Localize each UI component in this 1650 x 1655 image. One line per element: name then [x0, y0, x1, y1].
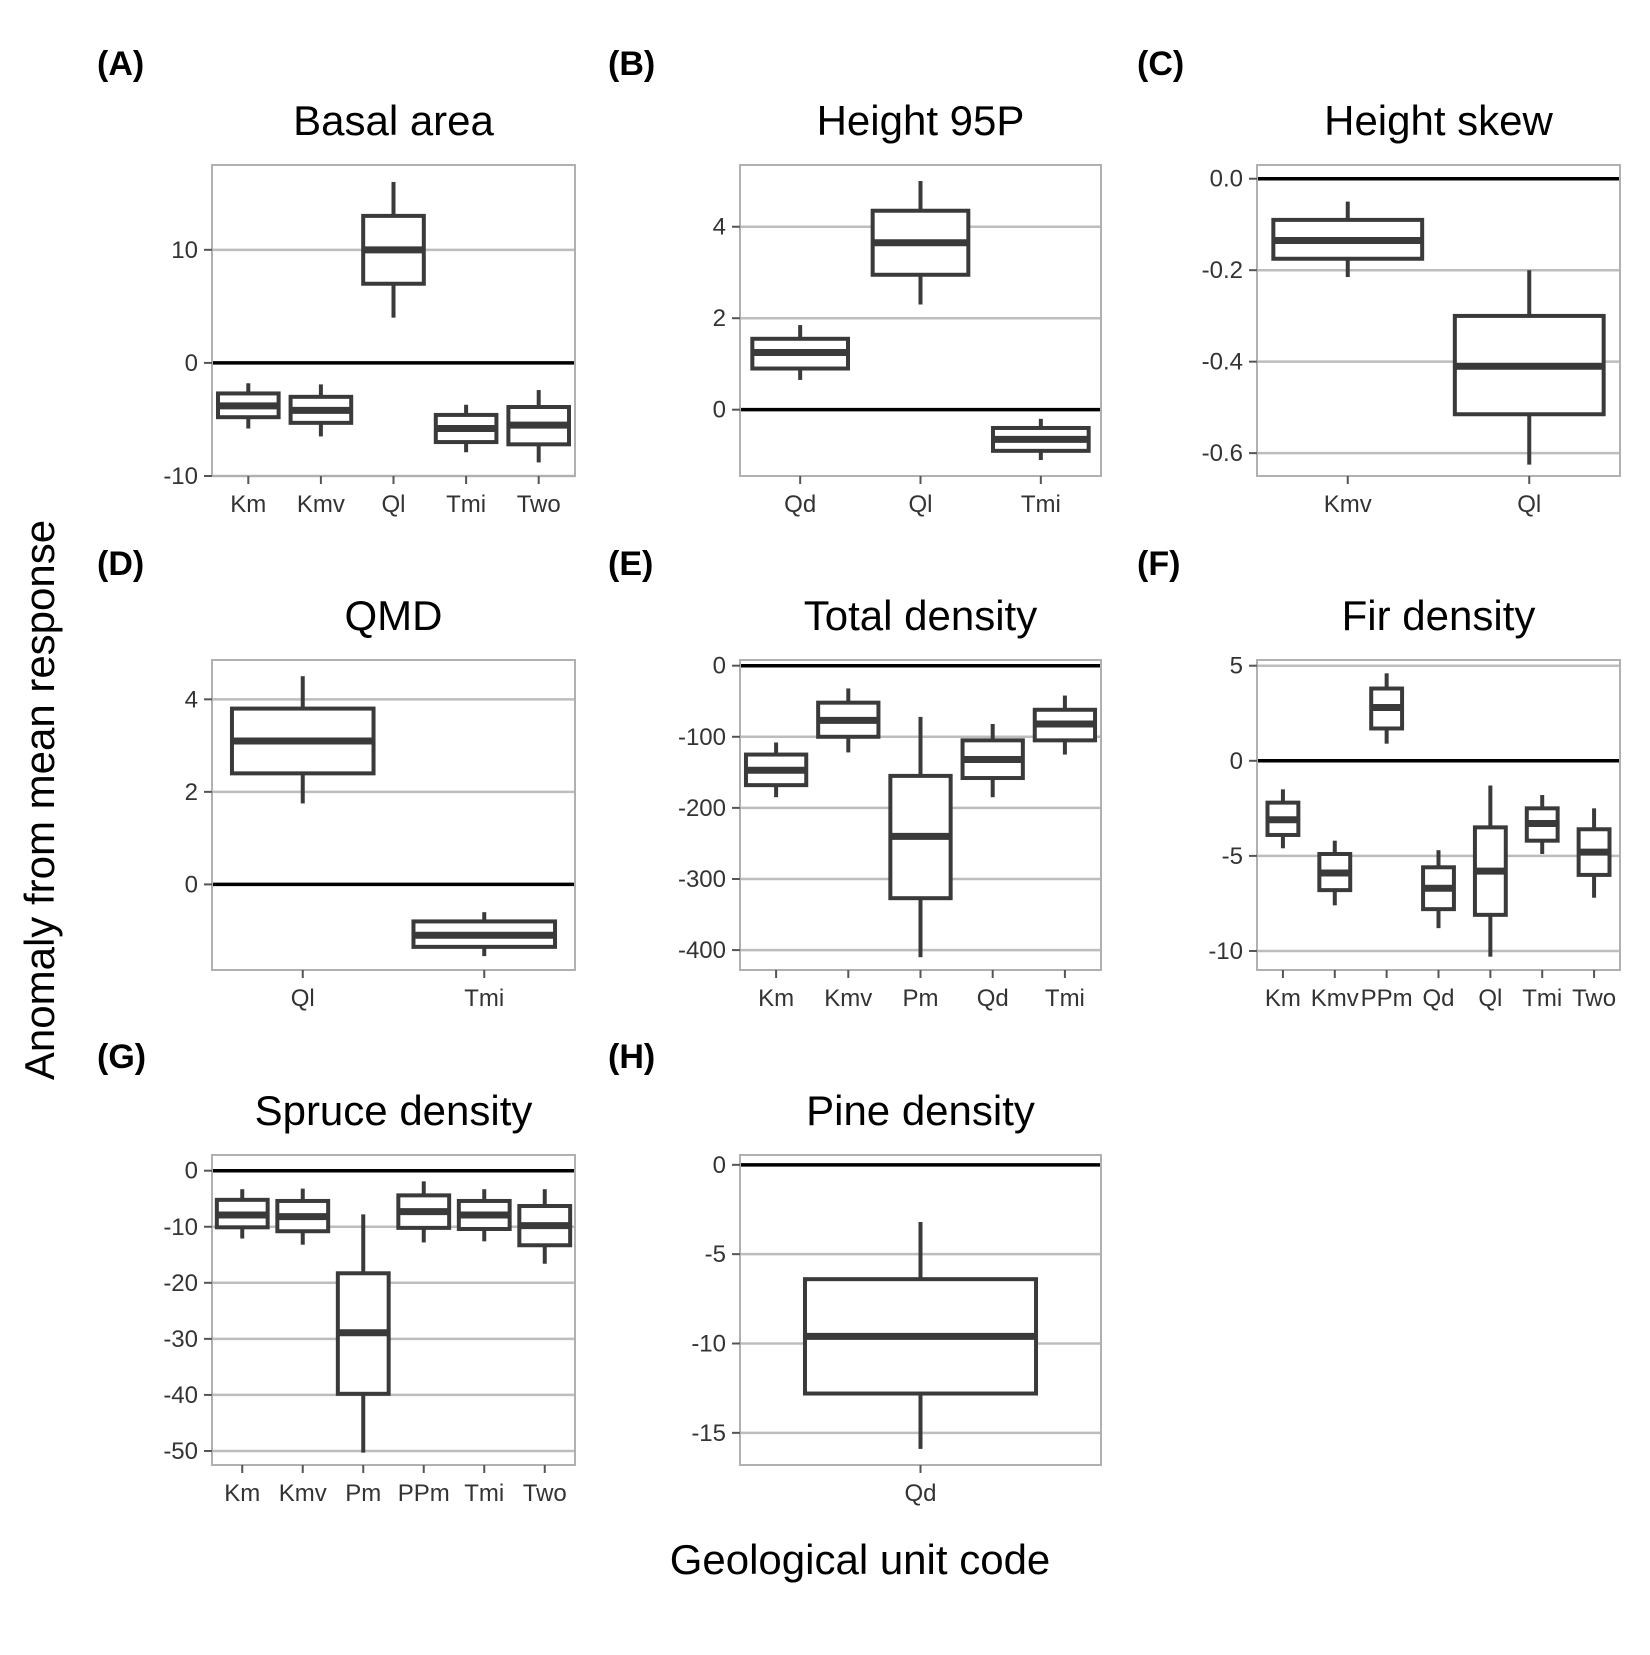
- panel-letter: (E): [608, 545, 653, 583]
- y-tick-label: -0.4: [1202, 349, 1243, 376]
- x-tick-label: Tmi: [464, 1480, 504, 1507]
- panel: (G) Spruce density -50 -40 -30 -20 -10 0 Km Kmv Pm…: [97, 1038, 576, 1507]
- panel-frame: [1256, 164, 1621, 477]
- x-tick-label: Qd: [1422, 985, 1454, 1012]
- y-tick-label: -10: [163, 1214, 198, 1241]
- x-tick-label: Two: [523, 1480, 567, 1507]
- panel: (F) Fir density -10 -5 0 5 Km Kmv PPm Qd Ql Tmi Two: [1137, 545, 1621, 1012]
- y-tick-label: 0: [185, 871, 198, 898]
- x-tick-label: PPm: [398, 1480, 450, 1507]
- panel-title: Total density: [804, 592, 1037, 639]
- x-tick-label: Kmv: [279, 1480, 327, 1507]
- y-tick-label: 0: [713, 653, 726, 680]
- panel-title: Spruce density: [255, 1087, 533, 1134]
- x-tick-label: Tmi: [464, 985, 504, 1012]
- x-tick-label: Two: [517, 491, 561, 518]
- x-tick-label: Ql: [291, 985, 315, 1012]
- y-tick-label: -40: [163, 1382, 198, 1409]
- x-tick-label: Ql: [382, 491, 406, 518]
- x-tick-label: Pm: [345, 1480, 381, 1507]
- x-tick-label: Ql: [909, 491, 933, 518]
- panel-title: Height skew: [1324, 97, 1553, 144]
- x-tick-label: Tmi: [446, 491, 486, 518]
- y-tick-label: -200: [678, 795, 726, 822]
- panel: (A) Basal area -10 0 10 Km Kmv Ql Tmi Two: [97, 45, 576, 518]
- figure-x-axis-label: Geological unit code: [669, 1536, 1051, 1583]
- y-tick-label: 2: [713, 305, 726, 332]
- panel-letter: (G): [97, 1038, 146, 1076]
- y-tick-label: -20: [163, 1270, 198, 1297]
- x-tick-label: Kmv: [1324, 491, 1372, 518]
- y-tick-label: -100: [678, 724, 726, 751]
- panel-title: QMD: [345, 592, 443, 639]
- y-tick-label: -15: [691, 1420, 726, 1447]
- x-tick-label: Pm: [903, 985, 939, 1012]
- y-tick-label: -10: [163, 463, 198, 490]
- panel-letter: (F): [1137, 545, 1180, 583]
- x-tick-label: Tmi: [1021, 491, 1061, 518]
- x-tick-label: Kmv: [297, 491, 345, 518]
- y-tick-label: -0.6: [1202, 440, 1243, 467]
- panel: (D) QMD 0 2 4 Ql Tmi: [97, 545, 576, 1012]
- panel-title: Height 95P: [817, 97, 1025, 144]
- y-tick-label: -30: [163, 1326, 198, 1353]
- y-tick-label: 0: [713, 1152, 726, 1179]
- panel-frame: [211, 1154, 576, 1466]
- y-tick-label: -0.2: [1202, 257, 1243, 284]
- x-tick-label: Qd: [977, 985, 1009, 1012]
- panel-letter: (H): [608, 1038, 655, 1076]
- x-tick-label: Qd: [784, 491, 816, 518]
- y-tick-label: -300: [678, 866, 726, 893]
- y-tick-label: 0.0: [1210, 166, 1243, 193]
- y-tick-label: 0: [1230, 748, 1243, 775]
- x-tick-label: Two: [1572, 985, 1616, 1012]
- x-tick-label: Km: [758, 985, 794, 1012]
- y-tick-label: 4: [713, 214, 726, 241]
- y-tick-label: 4: [185, 686, 198, 713]
- y-tick-label: 5: [1230, 653, 1243, 680]
- x-tick-label: Kmv: [824, 985, 872, 1012]
- y-tick-label: -5: [705, 1241, 726, 1268]
- panel: (E) Total density -400 -300 -200 -100 0 Km Kmv Pm…: [608, 545, 1102, 1012]
- x-tick-label: Kmv: [1311, 985, 1359, 1012]
- y-tick-label: -400: [678, 937, 726, 964]
- y-tick-label: 0: [185, 1158, 198, 1185]
- x-tick-label: PPm: [1361, 985, 1413, 1012]
- panel-letter: (A): [97, 45, 144, 83]
- x-tick-label: Km: [224, 1480, 260, 1507]
- y-tick-label: 0: [713, 397, 726, 424]
- panel-title: Basal area: [293, 97, 494, 144]
- panel: (B) Height 95P 0 2 4 Qd Ql Tmi: [608, 45, 1102, 518]
- panel-title: Fir density: [1342, 592, 1536, 639]
- y-tick-label: -10: [1208, 938, 1243, 965]
- panel-letter: (B): [608, 45, 655, 83]
- figure-y-axis-label: Anomaly from mean response: [16, 519, 63, 1081]
- x-tick-label: Ql: [1517, 491, 1541, 518]
- y-tick-label: 2: [185, 779, 198, 806]
- y-tick-label: -5: [1222, 843, 1243, 870]
- panel: (C) Height skew -0.6 -0.4 -0.2 0.0 Kmv Ql: [1137, 45, 1621, 518]
- y-tick-label: 0: [185, 350, 198, 377]
- x-tick-label: Km: [1265, 985, 1301, 1012]
- x-tick-label: Tmi: [1045, 985, 1085, 1012]
- panel-letter: (D): [97, 545, 144, 583]
- x-tick-label: Qd: [904, 1480, 936, 1507]
- y-tick-label: -50: [163, 1438, 198, 1465]
- panel-title: Pine density: [806, 1087, 1035, 1134]
- x-tick-label: Ql: [1478, 985, 1502, 1012]
- x-tick-label: Tmi: [1522, 985, 1562, 1012]
- panel-letter: (C): [1137, 45, 1184, 83]
- x-tick-label: Km: [230, 491, 266, 518]
- y-tick-label: -10: [691, 1331, 726, 1358]
- panel-frame: [211, 659, 576, 971]
- panel: (H) Pine density -15 -10 -5 0 Qd: [608, 1038, 1102, 1507]
- y-tick-label: 10: [171, 237, 198, 264]
